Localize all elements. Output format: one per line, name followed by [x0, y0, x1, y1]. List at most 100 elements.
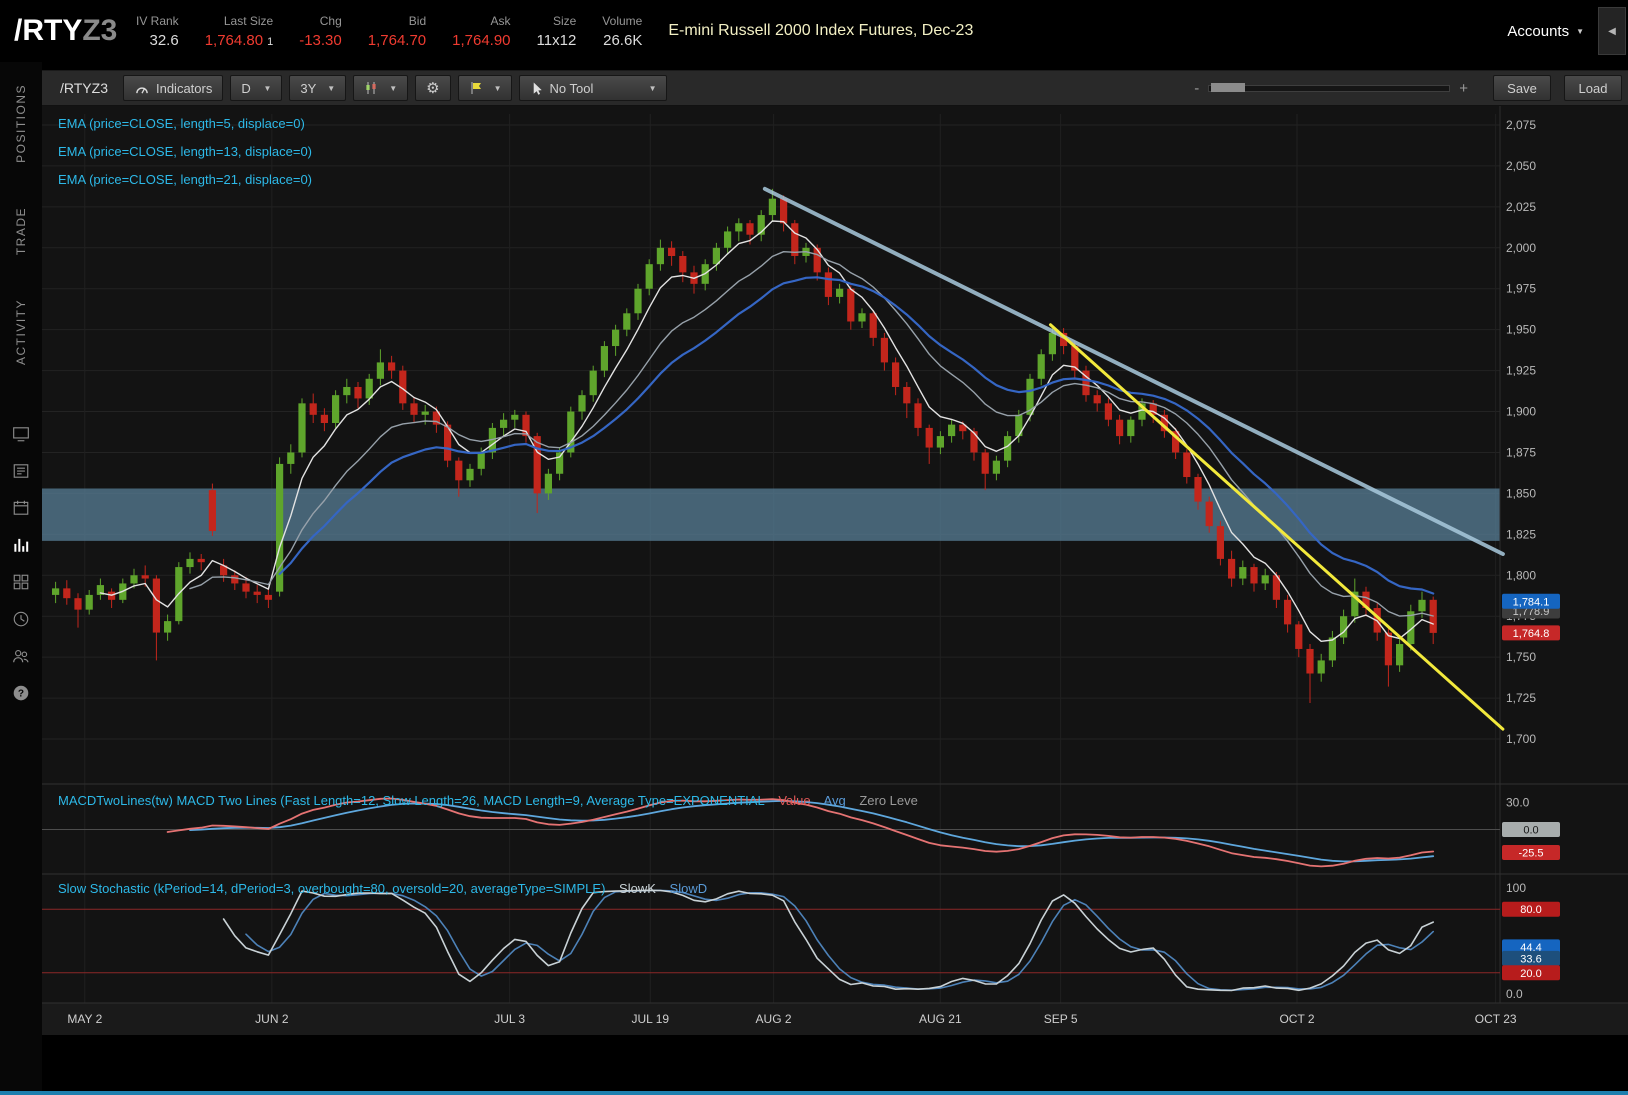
svg-text:SEP 5: SEP 5	[1044, 1012, 1078, 1026]
stat-label: Size	[552, 13, 577, 28]
settings-button[interactable]: ⚙	[415, 75, 451, 101]
calendar-icon[interactable]	[12, 499, 30, 517]
timeframe-dropdown[interactable]: D ▼	[230, 75, 283, 101]
svg-text:30.0: 30.0	[1506, 796, 1530, 810]
sidebar-tab-activity[interactable]: ACTIVITY	[14, 299, 28, 366]
stoch-legend-slowk: SlowK	[619, 881, 656, 896]
trendlines	[762, 186, 1505, 731]
left-sidebar: POSITIONS TRADE ACTIVITY ?	[0, 62, 42, 1095]
macd-legend-zero: Zero Leve	[859, 793, 918, 808]
save-button[interactable]: Save	[1493, 75, 1551, 101]
chart-type-dropdown[interactable]: ▼	[353, 75, 409, 101]
zoom-out-icon[interactable]: -	[1194, 79, 1200, 97]
sidebar-tab-positions[interactable]: POSITIONS	[14, 84, 28, 163]
people-icon[interactable]	[12, 647, 30, 665]
chevron-down-icon: ▼	[648, 83, 657, 93]
symbol-root: /RTY	[14, 14, 83, 47]
macd-study-label[interactable]: MACDTwoLines(tw) MACD Two Lines (Fast Le…	[58, 793, 928, 808]
stat-label: Chg	[319, 13, 342, 28]
svg-text:1,950: 1,950	[1506, 323, 1536, 337]
svg-text:0.0: 0.0	[1523, 825, 1538, 837]
collapse-panel-button[interactable]: ◀	[1598, 7, 1626, 55]
macd-panel: 30.0 0.0 -25.5	[42, 796, 1560, 868]
stat-value: 1,764.80 1	[204, 31, 274, 49]
chevron-down-icon: ▼	[493, 83, 502, 93]
stat-label: Ask	[490, 13, 511, 28]
grid	[42, 114, 1500, 1003]
svg-text:JUN 2: JUN 2	[255, 1012, 289, 1026]
svg-text:1,750: 1,750	[1506, 650, 1536, 664]
chevron-down-icon: ▼	[327, 83, 336, 93]
stat-value: 26.6K	[603, 31, 643, 49]
svg-text:33.6: 33.6	[1520, 953, 1541, 965]
gear-icon: ⚙	[426, 80, 440, 97]
stochastic-study-label[interactable]: Slow Stochastic (kPeriod=14, dPeriod=3, …	[58, 881, 717, 896]
chart-symbol-label[interactable]: /RTYZ3	[60, 80, 108, 96]
indicators-button[interactable]: Indicators	[122, 75, 224, 101]
quote-stat-bid: Bid 1,764.70	[368, 14, 426, 49]
timeframe-value: D	[241, 80, 251, 96]
quote-stat-volume: Volume 26.6K	[602, 14, 642, 49]
svg-text:2,075: 2,075	[1506, 118, 1536, 132]
chart-toolbar: /RTYZ3 Indicators D ▼ 3Y ▼ ▼ ⚙ ▼ No Tool…	[42, 70, 1628, 106]
price-chart[interactable]: 1,7001,7251,7501,7751,8001,8251,8501,875…	[42, 106, 1628, 1035]
stat-label: Volume	[602, 13, 643, 28]
study-label-ema13[interactable]: EMA (price=CLOSE, length=13, displace=0)	[58, 144, 313, 159]
svg-text:2,025: 2,025	[1506, 200, 1536, 214]
news-icon[interactable]	[12, 462, 30, 480]
study-labels: EMA (price=CLOSE, length=5, displace=0) …	[58, 110, 312, 194]
svg-text:1,700: 1,700	[1506, 732, 1536, 746]
chart-area[interactable]: 1,7001,7251,7501,7751,8001,8251,8501,875…	[42, 106, 1628, 1035]
svg-text:0.0: 0.0	[1506, 987, 1523, 1001]
quote-stat-size: Size 11x12	[537, 14, 577, 49]
stat-value: 1,764.70	[367, 31, 427, 49]
help-icon[interactable]: ?	[12, 684, 30, 702]
svg-text:2,050: 2,050	[1506, 159, 1536, 173]
accounts-dropdown[interactable]: Accounts ▼	[1507, 23, 1598, 40]
active-tool-dropdown[interactable]: No Tool ▼	[519, 75, 668, 101]
zoom-slider-handle[interactable]	[1211, 82, 1246, 92]
price-axis: 1,7001,7251,7501,7751,8001,8251,8501,875…	[1506, 118, 1536, 746]
sidebar-tabs: POSITIONS TRADE ACTIVITY	[14, 84, 28, 409]
svg-text:1,825: 1,825	[1506, 527, 1536, 541]
drawing-tools-dropdown[interactable]: ▼	[457, 75, 513, 101]
symbol-display: /RTYZ3	[0, 14, 136, 48]
svg-text:1,975: 1,975	[1506, 282, 1536, 296]
svg-text:20.0: 20.0	[1520, 968, 1541, 980]
study-label-ema5[interactable]: EMA (price=CLOSE, length=5, displace=0)	[58, 116, 305, 131]
gauge-icon	[136, 86, 148, 93]
price-badges: 1,778.91,784.1 1,764.8	[1502, 593, 1560, 641]
zoom-in-icon[interactable]: +	[1459, 79, 1468, 97]
zoom-control: - +	[1194, 80, 1468, 97]
grid-icon[interactable]	[12, 573, 30, 591]
time-axis: MAY 2 JUN 2 JUL 3 JUL 19 AUG 2 AUG 21 SEP 5 OCT…	[67, 1012, 1517, 1026]
svg-text:1,778.9: 1,778.9	[1513, 606, 1550, 618]
study-label-ema21[interactable]: EMA (price=CLOSE, length=21, displace=0)	[58, 172, 313, 187]
monitor-icon[interactable]	[12, 425, 30, 443]
chevron-down-icon: ▼	[389, 83, 398, 93]
accounts-label: Accounts	[1507, 22, 1570, 40]
quote-header: /RTYZ3 IV Rank 32.6 Last Size 1,764.80 1 Chg -…	[0, 0, 1628, 62]
svg-text:2,000: 2,000	[1506, 241, 1536, 255]
stat-label: IV Rank	[136, 13, 179, 28]
chevron-down-icon: ▼	[263, 83, 272, 93]
svg-text:1,925: 1,925	[1506, 364, 1536, 378]
zoom-slider[interactable]	[1208, 82, 1451, 92]
range-dropdown[interactable]: 3Y ▼	[289, 75, 347, 101]
stat-label: Bid	[408, 13, 427, 28]
svg-text:OCT 2: OCT 2	[1279, 1012, 1314, 1026]
history-icon[interactable]	[12, 610, 30, 628]
macd-title: MACDTwoLines(tw) MACD Two Lines (Fast Le…	[58, 793, 765, 808]
chart-icon[interactable]	[12, 536, 30, 554]
chevron-down-icon: ▼	[1576, 26, 1584, 36]
cursor-icon	[534, 81, 543, 95]
window-bottom-accent	[0, 1091, 1628, 1095]
stoch-legend-slowd: SlowD	[669, 881, 708, 896]
stoch-title: Slow Stochastic (kPeriod=14, dPeriod=3, …	[58, 881, 606, 896]
sidebar-tab-trade[interactable]: TRADE	[14, 206, 28, 256]
quote-stat-last-size: Last Size 1,764.80 1	[205, 14, 274, 49]
load-button[interactable]: Load	[1564, 75, 1622, 101]
symbol-month: Z3	[82, 14, 118, 47]
quote-stat-iv-rank: IV Rank 32.6	[136, 14, 179, 49]
